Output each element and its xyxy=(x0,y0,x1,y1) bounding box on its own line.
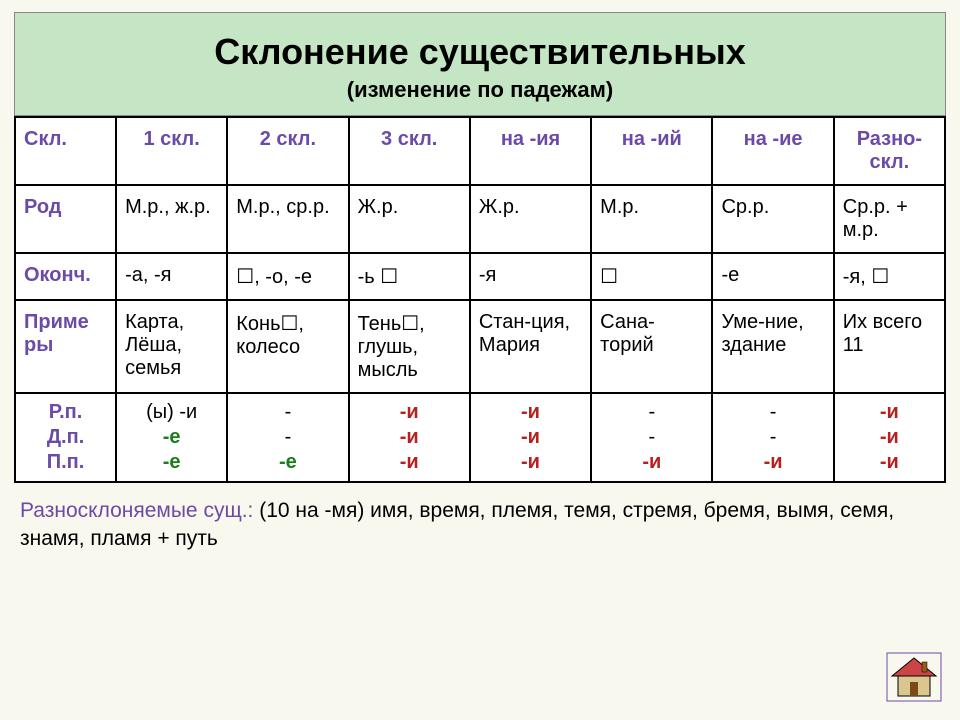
col-header: на -ий xyxy=(591,117,712,185)
case-ending: -и xyxy=(475,400,586,425)
case-endings-cell: -и-и-и xyxy=(349,393,470,482)
cell: Ж.р. xyxy=(470,185,591,253)
cell: Ж.р. xyxy=(349,185,470,253)
case-ending: -и xyxy=(354,400,465,425)
title-box: Склонение существительных (изменение по … xyxy=(14,12,946,116)
case-ending: (ы) -и xyxy=(121,400,222,425)
cell: Ср.р. + м.р. xyxy=(834,185,945,253)
case-ending: -и xyxy=(596,450,707,475)
cell: Их всего 11 xyxy=(834,300,945,393)
cell: Сана-торий xyxy=(591,300,712,393)
col-header: 3 скл. xyxy=(349,117,470,185)
cell: -а, -я xyxy=(116,253,227,300)
cell: М.р., ср.р. xyxy=(227,185,348,253)
gender-row: Род М.р., ж.р. М.р., ср.р. Ж.р. Ж.р. М.р… xyxy=(15,185,945,253)
row-label-examples: Приме ры xyxy=(15,300,116,393)
home-icon[interactable] xyxy=(886,652,942,702)
ending-row: Оконч. -а, -я ☐, -о, -е -ь ☐ -я ☐ -е -я,… xyxy=(15,253,945,300)
footer-lead: Разносклоняемые сущ.: xyxy=(20,499,253,522)
case-endings-cell: ---и xyxy=(712,393,833,482)
col-header: Разно-скл. xyxy=(834,117,945,185)
case-ending: -и xyxy=(354,425,465,450)
page-subtitle: (изменение по падежам) xyxy=(35,77,925,103)
case-ending: -и xyxy=(475,425,586,450)
cell: М.р., ж.р. xyxy=(116,185,227,253)
case-ending: - xyxy=(717,400,828,425)
case-ending: - xyxy=(596,400,707,425)
case-ending: -и xyxy=(475,450,586,475)
case-ending: - xyxy=(232,425,343,450)
page-title: Склонение существительных xyxy=(35,31,925,73)
case-ending: -и xyxy=(839,450,940,475)
case-endings-cell: ---е xyxy=(227,393,348,482)
cell: Уме-ние, здание xyxy=(712,300,833,393)
footer-note: Разносклоняемые сущ.: (10 на -мя) имя, в… xyxy=(14,483,946,554)
case-ending: -е xyxy=(121,450,222,475)
cell: ☐ xyxy=(591,253,712,300)
col-header: 1 скл. xyxy=(116,117,227,185)
col-header: на -ия xyxy=(470,117,591,185)
cell: Конь☐, колесо xyxy=(227,300,348,393)
case-label: П.п. xyxy=(20,450,111,475)
col-header: 2 скл. xyxy=(227,117,348,185)
cell: -ь ☐ xyxy=(349,253,470,300)
cell: Ср.р. xyxy=(712,185,833,253)
cell: Карта, Лёша, семья xyxy=(116,300,227,393)
col-header: на -ие xyxy=(712,117,833,185)
cell: -я xyxy=(470,253,591,300)
case-ending: - xyxy=(232,400,343,425)
case-endings-cell: (ы) -и-е-е xyxy=(116,393,227,482)
case-endings-cell: ---и xyxy=(591,393,712,482)
cell: ☐, -о, -е xyxy=(227,253,348,300)
case-ending: - xyxy=(596,425,707,450)
case-ending: -и xyxy=(354,450,465,475)
case-ending: -и xyxy=(717,450,828,475)
case-ending: - xyxy=(717,425,828,450)
case-ending: -е xyxy=(232,450,343,475)
table-header-row: Скл. 1 скл. 2 скл. 3 скл. на -ия на -ий … xyxy=(15,117,945,185)
examples-row: Приме ры Карта, Лёша, семья Конь☐, колес… xyxy=(15,300,945,393)
case-endings-cell: -и-и-и xyxy=(470,393,591,482)
row-label-cases: Р.п. Д.п. П.п. xyxy=(15,393,116,482)
cases-row: Р.п. Д.п. П.п. (ы) -и-е-е ---е -и-и-и -и… xyxy=(15,393,945,482)
cell: -е xyxy=(712,253,833,300)
col-header: Скл. xyxy=(15,117,116,185)
declension-table: Скл. 1 скл. 2 скл. 3 скл. на -ия на -ий … xyxy=(14,116,946,483)
case-endings-cell: -и-и-и xyxy=(834,393,945,482)
case-ending: -и xyxy=(839,425,940,450)
cell: -я, ☐ xyxy=(834,253,945,300)
cell: М.р. xyxy=(591,185,712,253)
cell: Тень☐, глушь, мысль xyxy=(349,300,470,393)
row-label-gender: Род xyxy=(15,185,116,253)
case-ending: -е xyxy=(121,425,222,450)
row-label-ending: Оконч. xyxy=(15,253,116,300)
case-ending: -и xyxy=(839,400,940,425)
case-label: Р.п. xyxy=(20,400,111,425)
cell: Стан-ция, Мария xyxy=(470,300,591,393)
case-label: Д.п. xyxy=(20,425,111,450)
